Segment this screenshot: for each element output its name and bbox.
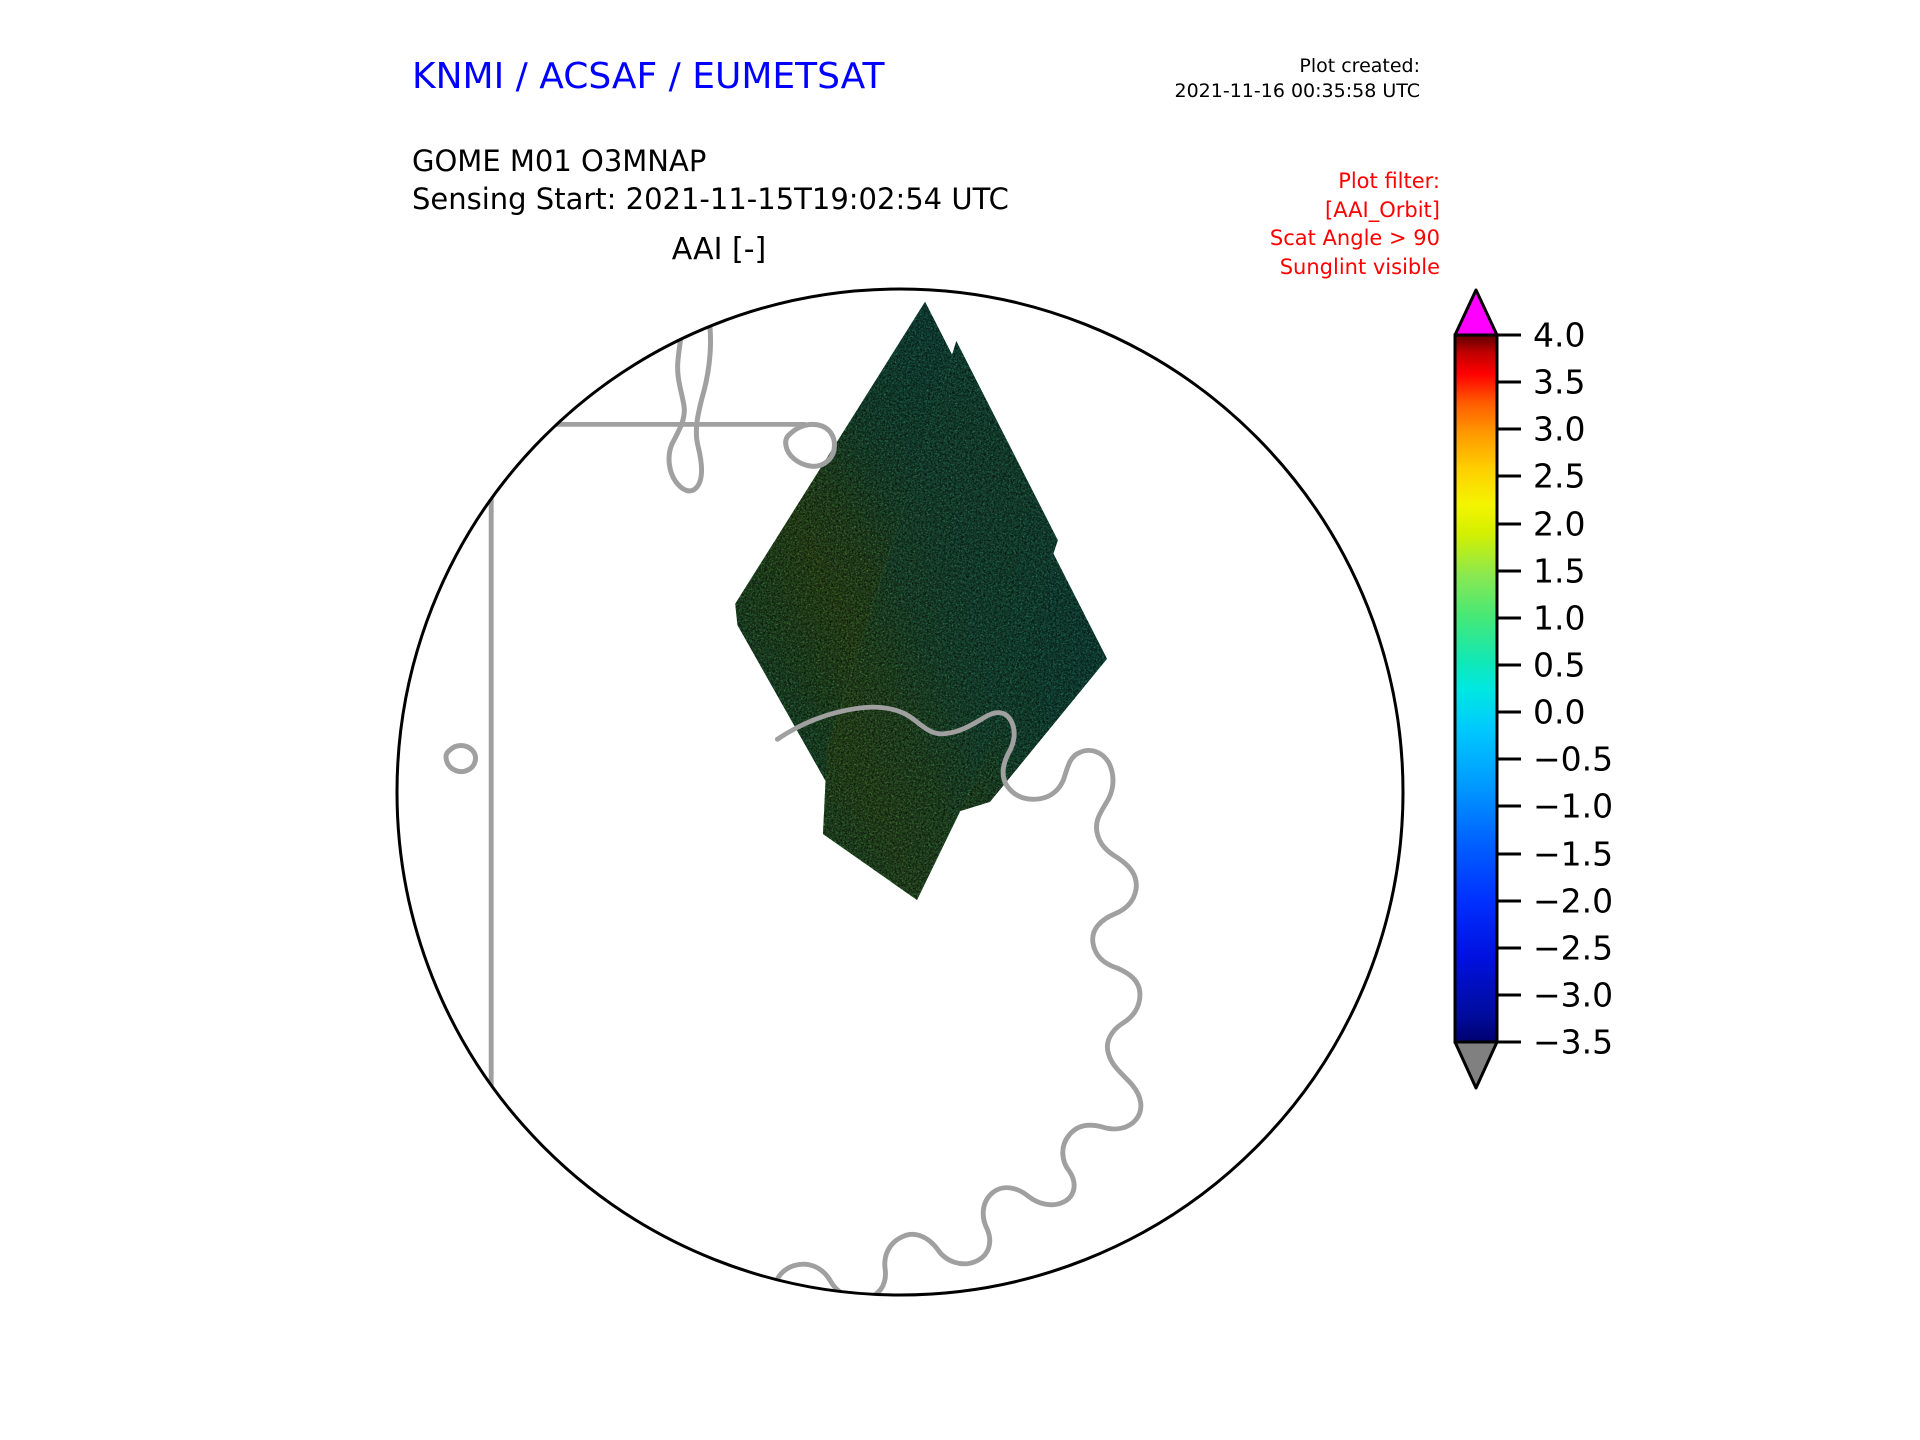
plot-created-timestamp: 2021-11-16 00:35:58 UTC bbox=[1174, 80, 1421, 103]
map-svg bbox=[395, 287, 1405, 1297]
colorbar-gradient-bar bbox=[1453, 333, 1499, 1044]
coastline-south-america bbox=[666, 289, 713, 494]
sensing-start-line: Sensing Start: 2021-11-15T19:02:54 UTC bbox=[412, 182, 1009, 217]
map-area bbox=[390, 282, 1410, 1302]
plot-filter-line-4: Sunglint visible bbox=[1279, 254, 1440, 279]
colorbar-label-14: −3.0 bbox=[1533, 975, 1614, 1015]
plot-created-label: Plot created: bbox=[1299, 55, 1420, 77]
instrument-product-line: GOME M01 O3MNAP bbox=[412, 144, 707, 178]
colorbar-over-extend-arrow bbox=[1453, 288, 1499, 337]
organisation-credit: KNMI / ACSAF / EUMETSAT bbox=[412, 56, 885, 97]
colorbar-label-6: 1.0 bbox=[1533, 598, 1586, 638]
colorbar: 4.0 3.5 3.0 2.5 2.0 1.5 1.0 0.5 0.0 −0.5… bbox=[1425, 278, 1805, 1098]
plot-filter-line-2: [AAI_Orbit] bbox=[1325, 197, 1440, 222]
colorbar-label-2: 3.0 bbox=[1533, 409, 1586, 449]
colorbar-label-7: 0.5 bbox=[1533, 645, 1586, 685]
colorbar-label-15: −3.5 bbox=[1533, 1022, 1614, 1062]
plot-filter-line-3: Scat Angle > 90 bbox=[1269, 226, 1440, 251]
variable-title: AAI [-] bbox=[671, 232, 767, 267]
colorbar-label-5: 1.5 bbox=[1533, 551, 1586, 591]
coastline-island-a bbox=[783, 421, 837, 469]
colorbar-label-11: −1.5 bbox=[1533, 834, 1614, 874]
map-boundary-circle bbox=[395, 287, 1405, 1297]
colorbar-label-4: 2.0 bbox=[1533, 504, 1586, 544]
colorbar-label-12: −2.0 bbox=[1533, 881, 1614, 921]
colorbar-label-8: 0.0 bbox=[1533, 692, 1586, 732]
coastline-island-b bbox=[443, 743, 478, 775]
plot-created-block: Plot created: 2021-11-16 00:35:58 UTC bbox=[1000, 54, 1421, 104]
colorbar-label-0: 4.0 bbox=[1533, 315, 1586, 355]
colorbar-ticks bbox=[1497, 333, 1521, 1044]
colorbar-svg bbox=[1453, 288, 1521, 1090]
plot-filter-block: Plot filter: [AAI_Orbit] Scat Angle > 90… bbox=[1020, 167, 1440, 281]
colorbar-label-10: −1.0 bbox=[1533, 786, 1614, 826]
colorbar-label-9: −0.5 bbox=[1533, 739, 1614, 779]
colorbar-label-1: 3.5 bbox=[1533, 362, 1586, 402]
colorbar-label-3: 2.5 bbox=[1533, 456, 1586, 496]
plot-title-block: GOME M01 O3MNAP Sensing Start: 2021-11-1… bbox=[412, 142, 1009, 219]
colorbar-label-13: −2.5 bbox=[1533, 928, 1614, 968]
plot-filter-line-1: Plot filter: bbox=[1338, 169, 1440, 193]
colorbar-under-extend-arrow bbox=[1453, 1040, 1499, 1090]
